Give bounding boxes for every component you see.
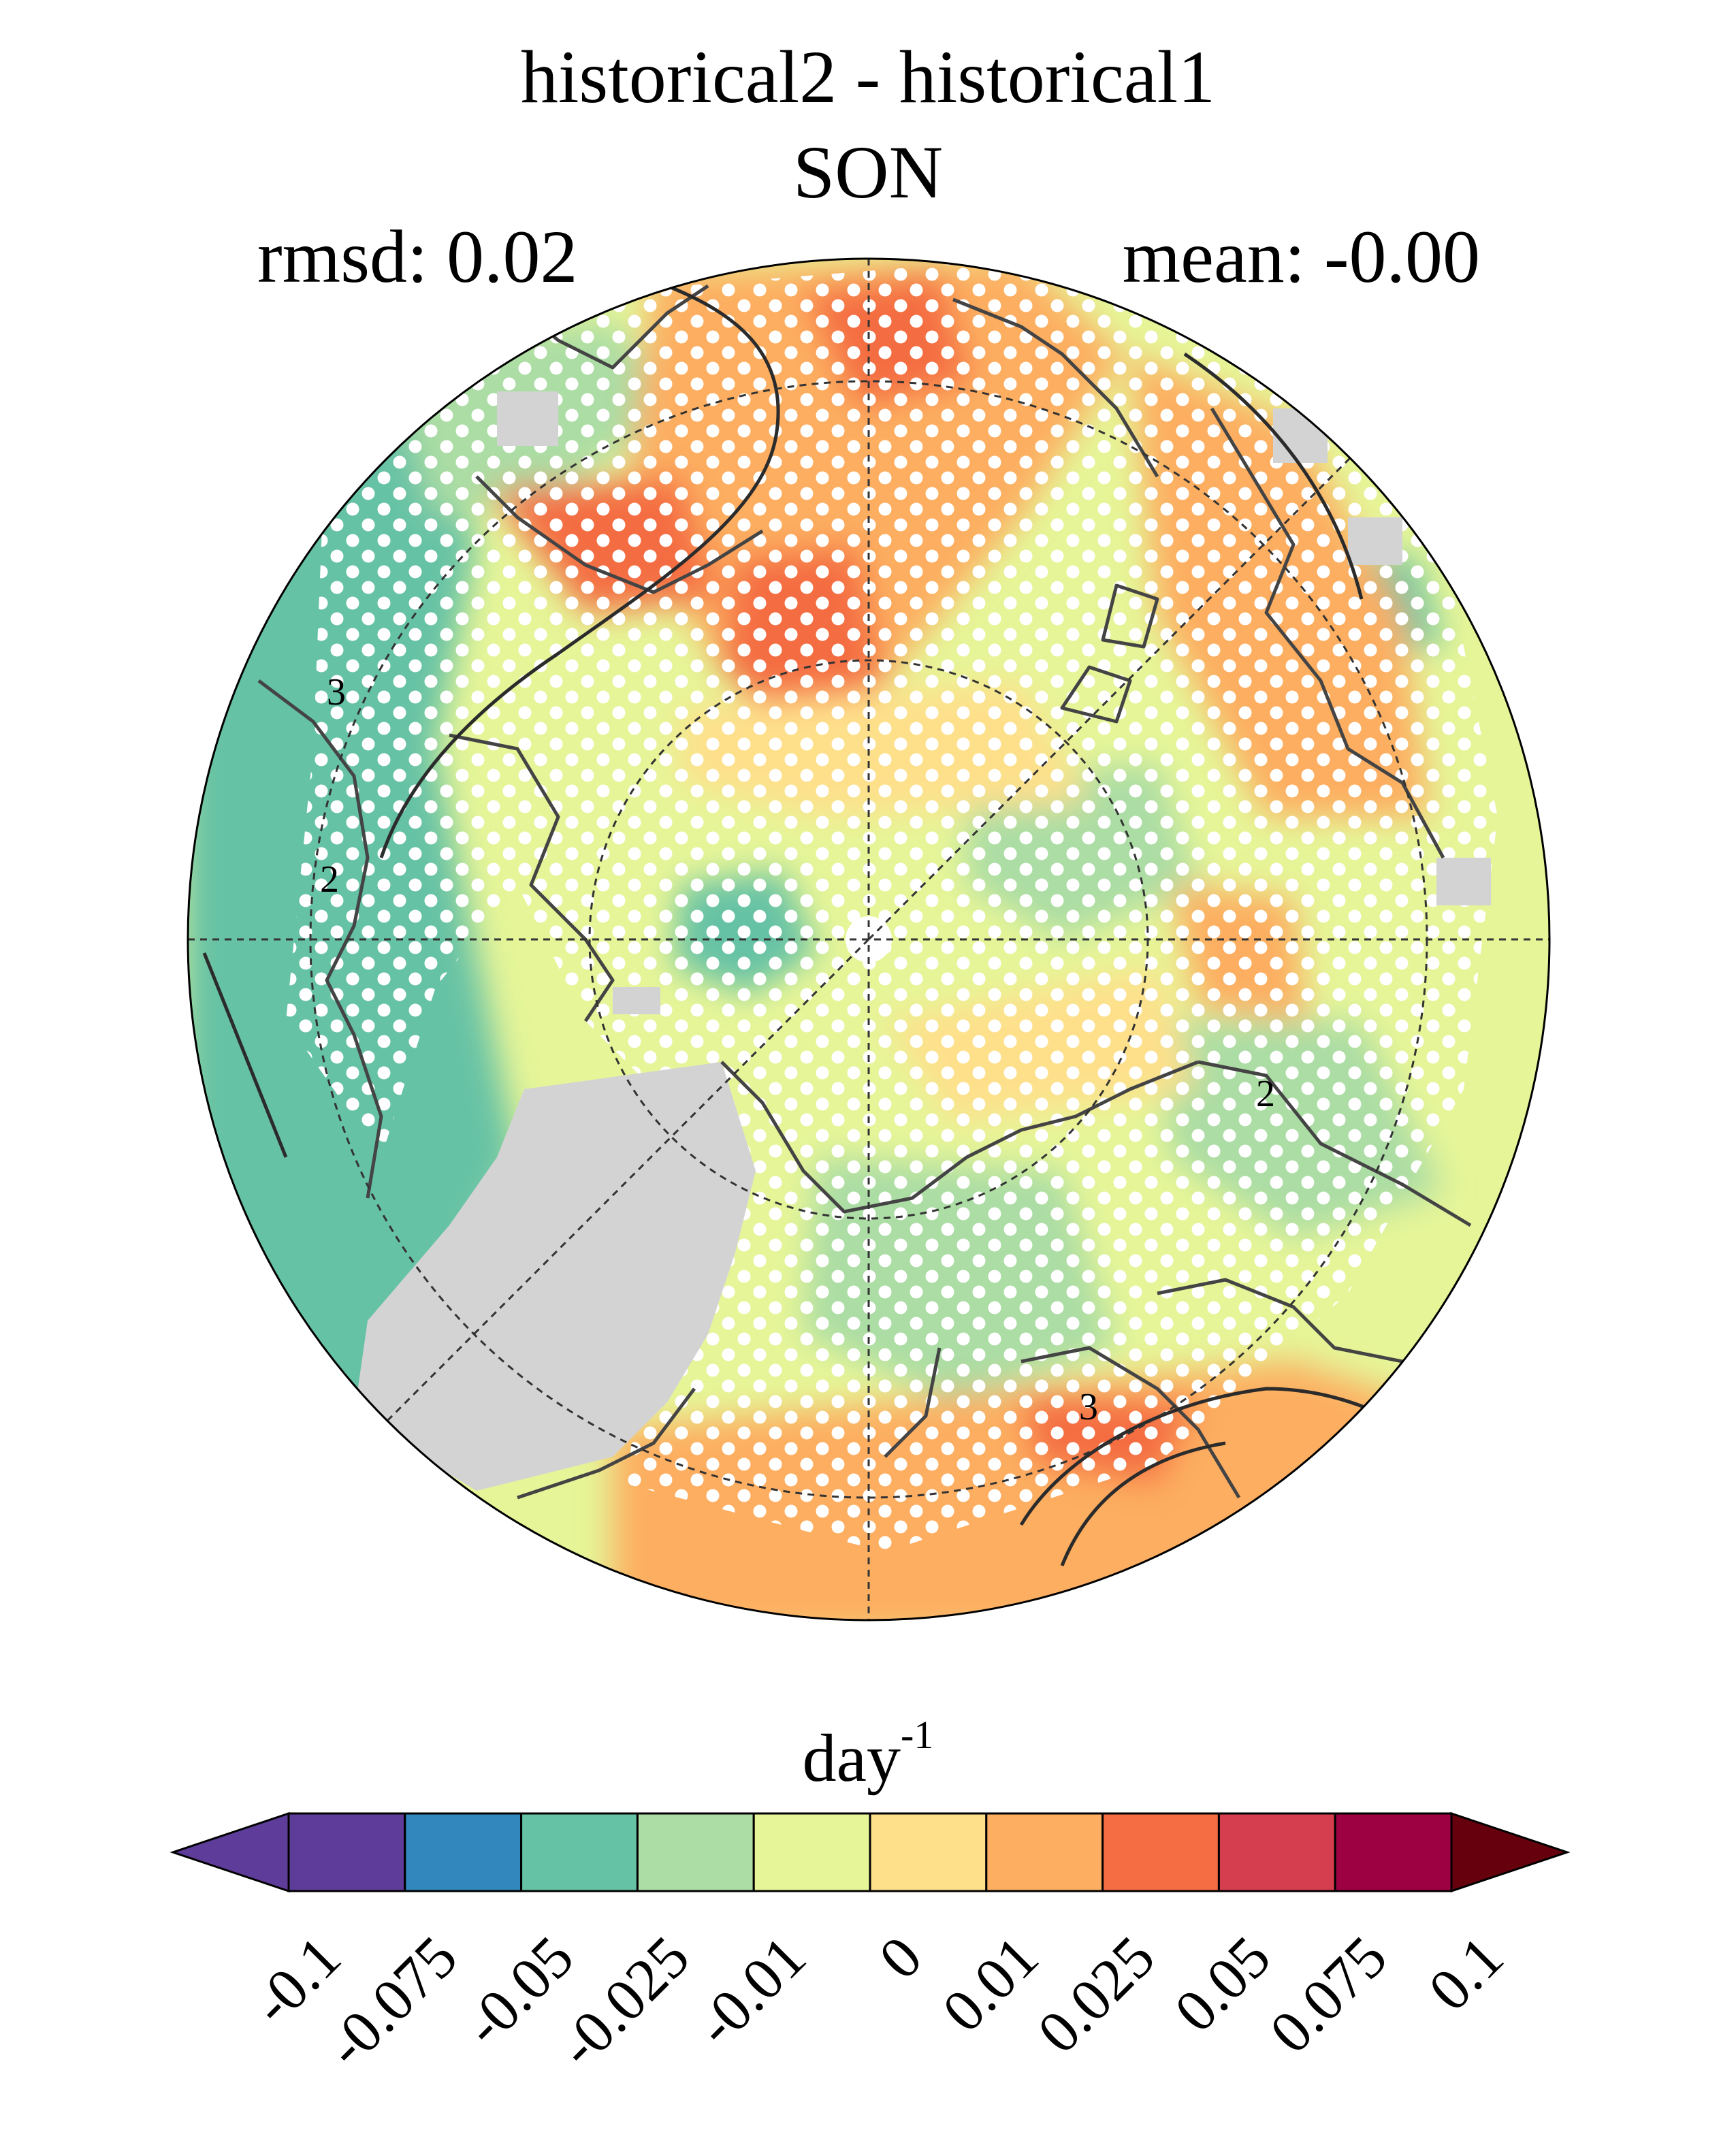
contour-label: 3 (327, 671, 346, 713)
colorbar-under-triangle (170, 1811, 290, 1893)
colorbar-tick-label: 0.1 (1416, 1924, 1517, 2024)
contour-label: 3 (1079, 1386, 1098, 1428)
colorbar-segment (1217, 1812, 1336, 1892)
colorbar-tick-label: 0 (867, 1924, 935, 1992)
contour-label: 2 (1256, 1073, 1275, 1115)
map-title: historical2 - historical1 (520, 35, 1216, 118)
colorbar-tick-label: -0.025 (546, 1924, 703, 2080)
missing-patch (497, 391, 558, 446)
colorbar-segment (1334, 1812, 1453, 1892)
missing-patch (1436, 858, 1491, 905)
significance-stipple (286, 259, 1498, 1552)
colorbar-segment (287, 1812, 406, 1892)
colorbar-over-triangle (1450, 1811, 1571, 1893)
colorbar-segment (404, 1812, 523, 1892)
contour-label: 2 (320, 858, 339, 901)
map-boundary (187, 257, 1551, 1621)
colorbar-tick-label: -0.01 (684, 1924, 819, 2059)
colorbar-tick-label: -0.075 (313, 1924, 470, 2080)
graticule (188, 259, 1549, 1620)
units-base: day (802, 1720, 901, 1796)
season-label: SON (792, 131, 944, 214)
polar-map: 3 2 2 3 (187, 257, 1551, 1621)
greenland-mask (354, 1062, 756, 1491)
colorbar-segment (1102, 1812, 1220, 1892)
missing-patch (1273, 408, 1328, 463)
colorbar-segment (869, 1812, 988, 1892)
colorbar-units: day-1 (0, 1715, 1736, 1792)
colorbar-segment (520, 1812, 639, 1892)
colorbar-tick-label: 0.075 (1257, 1924, 1400, 2067)
map-field (188, 259, 1549, 1620)
colorbar-segment (985, 1812, 1104, 1892)
colorbar-segment (752, 1812, 871, 1892)
colorbar-segment (636, 1812, 755, 1892)
missing-patch (1348, 517, 1402, 565)
units-exponent: -1 (901, 1713, 934, 1757)
rmsd-label: rmsd: 0.02 (257, 215, 578, 298)
mean-label: mean: -0.00 (1122, 215, 1480, 298)
colorbar-tick-label: 0.025 (1025, 1924, 1168, 2067)
missing-patch (613, 987, 660, 1014)
